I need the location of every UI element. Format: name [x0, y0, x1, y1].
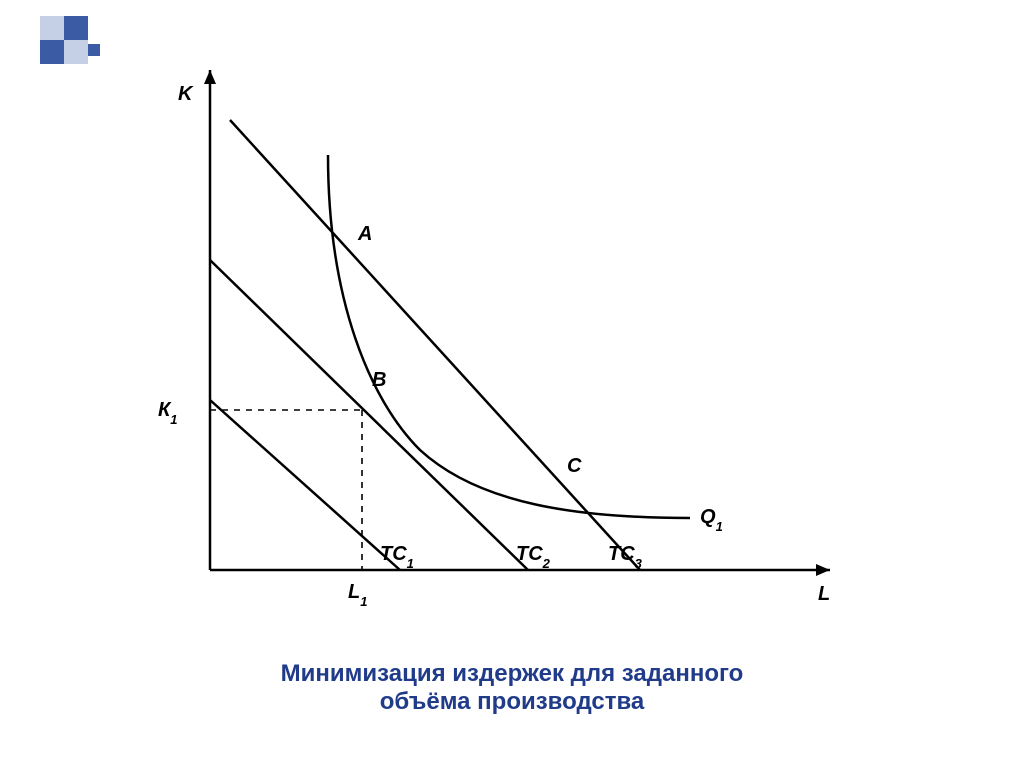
diagram-caption: Минимизация издержек для заданного объём…: [0, 660, 1024, 716]
cost-minimization-diagram: KLTC1TC2TC3Q1К1L1ABC: [0, 0, 1024, 768]
svg-text:TC2: TC2: [516, 543, 551, 571]
svg-text:TC3: TC3: [608, 543, 643, 571]
caption-line1: Минимизация издержек для заданного: [0, 660, 1024, 688]
svg-text:К1: К1: [158, 399, 178, 427]
svg-text:A: A: [357, 223, 372, 245]
caption-line2: объёма производства: [0, 688, 1024, 716]
svg-text:B: B: [372, 369, 386, 391]
svg-text:Q1: Q1: [700, 506, 723, 534]
svg-text:C: C: [567, 455, 582, 477]
svg-text:L1: L1: [348, 581, 367, 609]
svg-text:L: L: [818, 583, 830, 605]
svg-text:K: K: [178, 83, 194, 105]
